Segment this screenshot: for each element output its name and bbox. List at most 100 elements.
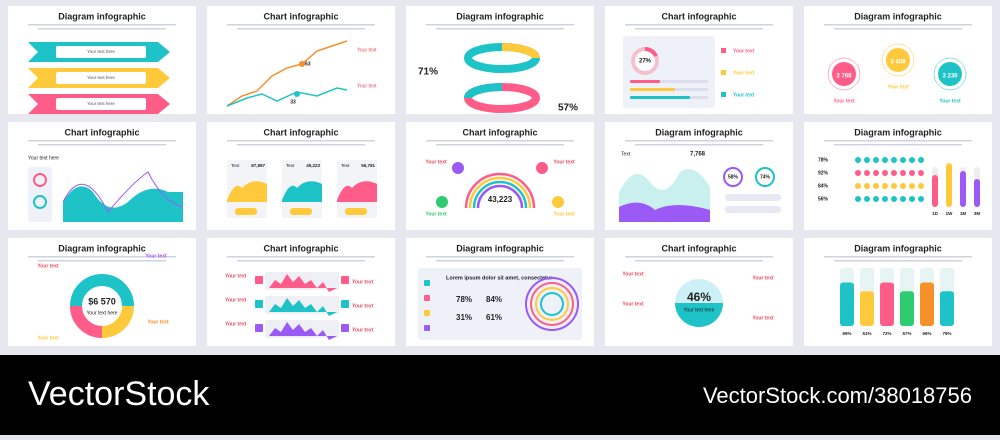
- shape: [881, 43, 915, 77]
- slide: Chart infographic Text 87,897 Text 45,223 Tex…: [207, 122, 395, 230]
- shape: [464, 172, 536, 209]
- text-label: Text: [621, 151, 631, 157]
- shape: [28, 167, 52, 222]
- value-label: 27%: [639, 59, 652, 65]
- value-label: 92%: [818, 170, 829, 176]
- shape: [424, 280, 430, 286]
- shape: [424, 295, 430, 301]
- value-label: 61%: [486, 313, 502, 322]
- shape: [337, 181, 377, 202]
- text-line: [426, 24, 574, 26]
- shape: [255, 300, 263, 308]
- shape: [269, 322, 337, 340]
- slide: Diagram infographic Lorem ipsum dolor sit…: [406, 238, 594, 346]
- shape: [227, 181, 267, 202]
- text-label: Your text: [352, 303, 374, 309]
- slide-card: [207, 6, 395, 114]
- shape: [918, 183, 924, 189]
- shape: [873, 157, 879, 163]
- shape: [864, 196, 870, 202]
- text-label: Your text here: [28, 155, 59, 161]
- shape: [501, 43, 540, 59]
- value-label: 84%: [818, 183, 829, 189]
- value-label: 78%: [456, 295, 472, 304]
- value-label: 7,768: [690, 152, 706, 158]
- text-label: Your text: [147, 319, 169, 325]
- shape: [269, 298, 337, 316]
- shape: [345, 208, 367, 215]
- value-label: 78%: [818, 157, 829, 163]
- value-label: 57%: [902, 331, 911, 336]
- text-line: [227, 140, 375, 142]
- text-label: Your text: [352, 327, 374, 333]
- slide: Diagram infographic 71% 57%: [406, 6, 594, 114]
- text-line: [625, 24, 773, 26]
- value-label: 51%: [862, 331, 871, 336]
- shape: [860, 291, 874, 326]
- shape: [56, 46, 146, 58]
- text-label: Your text: [357, 47, 377, 53]
- slide-card: [804, 238, 992, 346]
- shape: [101, 305, 134, 338]
- shape: [933, 57, 967, 91]
- text-line: [38, 28, 166, 30]
- shape: [269, 274, 337, 292]
- text-line: [426, 256, 574, 258]
- shape: [960, 171, 966, 207]
- footer-bar: [0, 355, 1000, 435]
- shape: [864, 183, 870, 189]
- shape: [70, 305, 103, 338]
- shape: [891, 170, 897, 176]
- value-label: 33: [290, 99, 296, 105]
- text-label: Your text: [352, 279, 374, 285]
- shape: [900, 170, 906, 176]
- text-line: [824, 256, 972, 258]
- shape: [918, 196, 924, 202]
- slide-title: Chart infographic: [661, 11, 736, 21]
- slide-title: Chart infographic: [661, 243, 736, 253]
- value-label: 84%: [486, 295, 502, 304]
- text-label: Your text: [833, 98, 855, 104]
- shape: [855, 196, 861, 202]
- value-label: 45,223: [306, 163, 320, 168]
- text-line: [436, 144, 564, 146]
- text-label: Your text here: [684, 307, 715, 313]
- value-label: 43,223: [488, 195, 513, 204]
- text-label: Text: [341, 163, 350, 168]
- value-label: 69%: [842, 331, 851, 336]
- slide-card: [406, 6, 594, 114]
- value-label: 87,897: [251, 163, 265, 168]
- slide: Diagram infographic $6 570 Your text here Y…: [8, 238, 196, 346]
- value-label: 56,791: [361, 163, 375, 168]
- image-id: VectorStock.com/38018756: [703, 383, 972, 408]
- shape: [424, 310, 430, 316]
- shape: [909, 183, 915, 189]
- value-label: 71%: [418, 67, 438, 78]
- text-label: Your text: [425, 159, 447, 165]
- value-label: 79%: [942, 331, 951, 336]
- text-label: Your text: [622, 271, 644, 277]
- text-line: [635, 144, 763, 146]
- text-line: [625, 256, 773, 258]
- shape: [424, 325, 430, 331]
- text-line: [237, 260, 365, 262]
- shape: [525, 277, 579, 331]
- text-label: Your text: [733, 70, 755, 76]
- text-line: [38, 144, 166, 146]
- shape: [882, 157, 888, 163]
- shape: [62, 171, 184, 213]
- shape: [827, 57, 861, 91]
- shape: [938, 62, 962, 86]
- shape: [468, 176, 532, 209]
- slide: Diagram infographic 78% 92% 84% 56% 1D 1W 1M 3M: [804, 122, 992, 230]
- value-label: 66%: [922, 331, 931, 336]
- shape: [282, 181, 322, 202]
- shape: [873, 183, 879, 189]
- text-line: [237, 144, 365, 146]
- value-label: 3 409: [890, 60, 906, 66]
- text-line: [28, 24, 176, 26]
- slide: Chart infographic Your text Your text Your …: [207, 238, 395, 346]
- slide-title: Diagram infographic: [456, 11, 544, 21]
- shape: [341, 324, 349, 332]
